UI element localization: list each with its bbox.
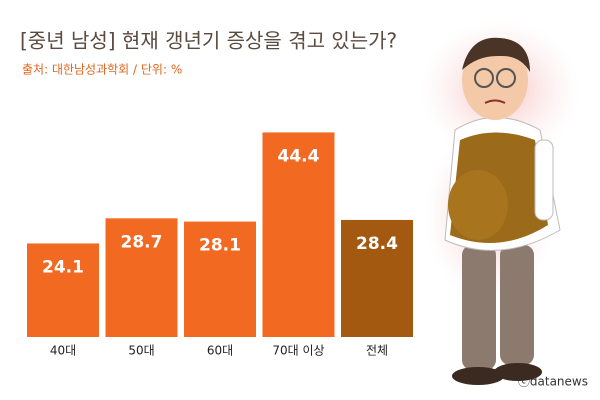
illustration [420, 20, 580, 385]
value-label: 44.4 [278, 146, 320, 166]
x-tick-label: 70대 이상 [272, 344, 324, 358]
bar [105, 218, 178, 337]
value-label: 28.1 [199, 236, 241, 256]
x-tick-label: 전체 [366, 344, 388, 358]
x-tick-label: 60대 [207, 344, 233, 358]
x-tick-label: 40대 [50, 344, 76, 358]
credit: ⓒdatanews [518, 375, 588, 389]
bar [184, 221, 256, 337]
value-label: 28.7 [121, 232, 163, 252]
bar [341, 219, 413, 337]
x-tick-label: 50대 [128, 344, 154, 358]
value-label: 28.4 [356, 234, 398, 254]
chart-title: [중년 남성] 현재 갱년기 증상을 겪고 있는가? [20, 29, 397, 53]
value-label: 24.1 [42, 257, 84, 277]
bar [27, 243, 99, 337]
subtitle: 출처: 대한남성과학회 / 단위: % [22, 63, 182, 77]
bar [262, 132, 335, 337]
